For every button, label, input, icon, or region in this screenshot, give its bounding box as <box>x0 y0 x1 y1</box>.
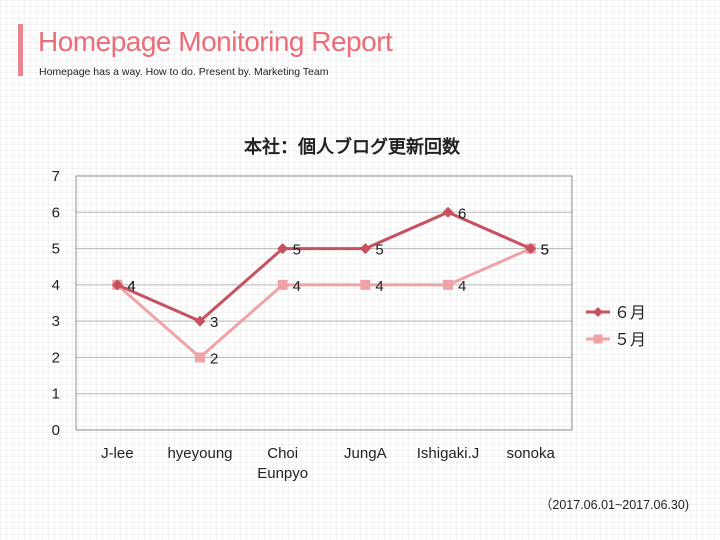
data-label: 4 <box>127 278 135 295</box>
data-label: 5 <box>375 242 383 259</box>
data-point-marker <box>443 279 453 290</box>
y-tick-label: 1 <box>52 386 60 403</box>
data-label: 4 <box>127 278 135 295</box>
header-accent-bar <box>18 24 23 76</box>
legend-label: ５月 <box>614 332 646 349</box>
x-tick-label: J-lee <box>101 445 134 462</box>
data-point-marker <box>111 279 123 291</box>
x-tick-label: JungA <box>344 445 387 462</box>
y-tick-label: 0 <box>52 422 60 439</box>
data-point-marker <box>277 279 288 290</box>
date-range-note: （2017.06.01~2017.06.30) <box>539 498 689 512</box>
legend-label: ６月 <box>614 305 646 322</box>
data-label: 5 <box>541 242 549 259</box>
page-title: Homepage Monitoring Report <box>38 26 393 57</box>
x-tick-label: Choi <box>267 445 298 462</box>
data-label: 5 <box>541 242 549 259</box>
y-tick-label: 5 <box>52 241 60 258</box>
data-point-marker <box>277 243 289 255</box>
series-line-1 <box>116 210 532 323</box>
y-tick-label: 7 <box>52 168 60 185</box>
data-label: 5 <box>293 242 301 259</box>
legend-marker <box>593 307 603 317</box>
data-label: 4 <box>293 278 301 295</box>
data-label: 2 <box>210 350 218 367</box>
y-tick-label: 4 <box>52 277 60 294</box>
data-label: 3 <box>210 314 218 331</box>
data-label: 4 <box>458 278 466 295</box>
data-point-marker <box>360 279 371 290</box>
data-point-marker <box>194 315 206 327</box>
series-line-2 <box>116 247 532 359</box>
data-point-marker <box>525 243 537 255</box>
data-point-marker <box>442 206 454 218</box>
legend-marker <box>593 334 603 344</box>
page-subtitle: Homepage has a way. How to do. Present b… <box>39 66 329 78</box>
x-tick-label: hyeyoung <box>167 445 232 462</box>
y-tick-label: 6 <box>52 204 60 221</box>
chart-title: 本社：個人ブログ更新回数 <box>244 136 461 157</box>
data-point-marker <box>195 352 205 363</box>
x-tick-label: sonoka <box>506 445 555 462</box>
plot-area-border <box>75 175 573 431</box>
x-tick-label: Ishigaki.J <box>417 445 480 462</box>
data-point-marker <box>359 243 371 255</box>
x-tick-label: Eunpyo <box>257 465 308 482</box>
data-label: 4 <box>375 278 383 295</box>
y-tick-label: 2 <box>52 349 60 366</box>
y-tick-label: 3 <box>52 313 60 330</box>
data-label: 6 <box>458 205 466 222</box>
